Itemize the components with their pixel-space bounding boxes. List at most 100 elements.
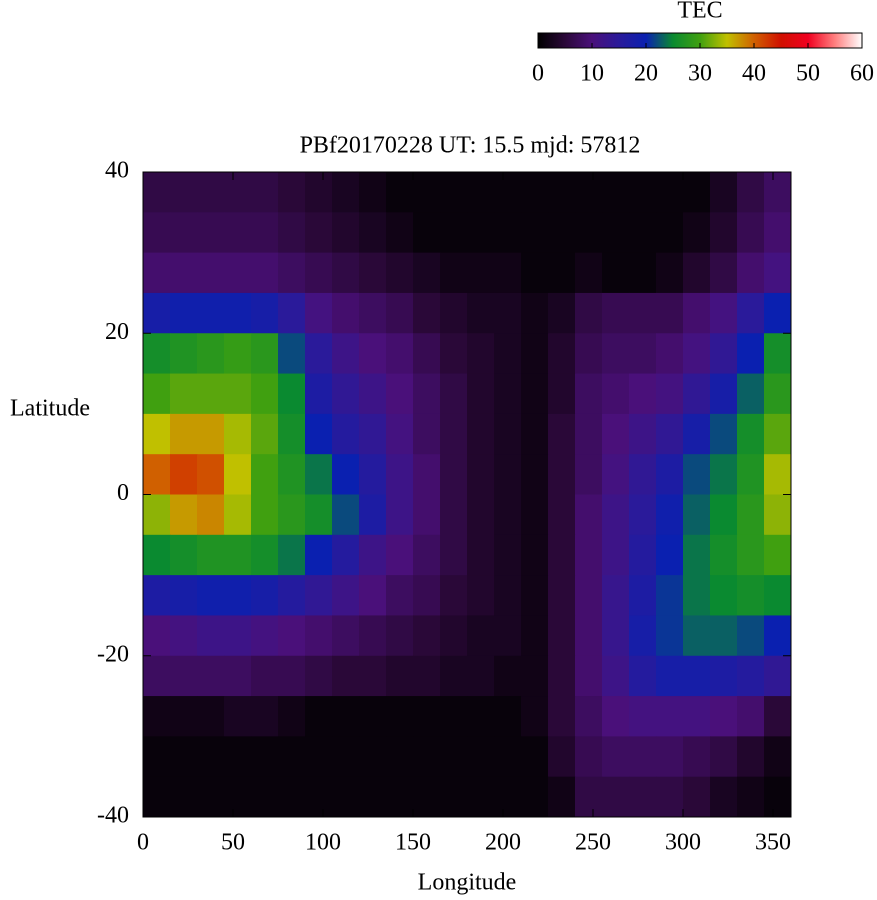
heat-cell <box>386 292 414 334</box>
heat-cell <box>575 655 603 697</box>
heat-cell <box>278 252 306 294</box>
heat-cell <box>413 333 441 375</box>
heat-cell <box>710 534 738 576</box>
heat-cell <box>224 413 252 455</box>
heat-cell <box>629 292 657 334</box>
heat-cell <box>413 413 441 455</box>
heat-cell <box>170 454 198 495</box>
heat-cell <box>575 696 603 737</box>
heat-cell <box>629 333 657 375</box>
heat-cell <box>278 292 306 334</box>
heat-cell <box>764 575 792 616</box>
heat-cell <box>170 252 198 294</box>
heat-cell <box>764 413 792 455</box>
heat-cell <box>197 252 225 294</box>
heat-cell <box>305 454 333 495</box>
heat-cell <box>548 373 576 415</box>
heat-cell <box>710 615 738 657</box>
y-tick-label: 0 <box>117 480 129 506</box>
heat-cell <box>251 615 279 657</box>
heat-cell <box>629 413 657 455</box>
heat-cell <box>494 333 522 375</box>
heat-cell <box>467 413 495 455</box>
heat-cell <box>764 534 792 576</box>
heat-cell <box>602 252 630 294</box>
y-tick-label: 20 <box>105 319 129 345</box>
heat-cell <box>386 413 414 455</box>
heat-cell <box>359 252 387 294</box>
heat-cell <box>197 615 225 657</box>
heat-cell <box>737 776 765 818</box>
heat-cell <box>737 252 765 294</box>
heat-cell <box>494 494 522 536</box>
heat-cell <box>575 534 603 576</box>
heat-cell <box>764 333 792 375</box>
heat-cell <box>305 292 333 334</box>
heat-cell <box>467 736 495 778</box>
heat-cell <box>629 736 657 778</box>
heat-cell <box>278 454 306 495</box>
heat-cell <box>224 655 252 697</box>
heat-cell <box>440 655 468 697</box>
heat-cell <box>602 373 630 415</box>
heat-cell <box>467 252 495 294</box>
heat-cell <box>278 373 306 415</box>
heat-cell <box>305 655 333 697</box>
heat-cell <box>251 776 279 818</box>
heat-cell <box>548 534 576 576</box>
heat-cell <box>575 776 603 818</box>
heat-cell <box>359 333 387 375</box>
heat-cell <box>764 776 792 818</box>
heat-cell <box>602 615 630 657</box>
heat-cell <box>359 534 387 576</box>
heat-cell <box>332 252 360 294</box>
heat-cell <box>521 413 549 455</box>
heat-cell <box>305 776 333 818</box>
heat-cell <box>413 776 441 818</box>
heat-cell <box>467 373 495 415</box>
heat-cell <box>467 776 495 818</box>
heat-cell <box>386 615 414 657</box>
heat-cell <box>386 696 414 737</box>
x-tick-label: 200 <box>485 830 521 856</box>
heat-cell <box>440 494 468 536</box>
heat-cell <box>197 575 225 616</box>
heat-cell <box>656 373 684 415</box>
heat-cell <box>440 534 468 576</box>
heat-cell <box>359 655 387 697</box>
heat-cell <box>224 292 252 334</box>
heat-cell <box>521 212 549 254</box>
heat-cell <box>602 454 630 495</box>
heat-cell <box>494 534 522 576</box>
heat-cell <box>656 413 684 455</box>
heat-cell <box>602 696 630 737</box>
heat-cell <box>656 736 684 778</box>
heat-cell <box>386 212 414 254</box>
heat-cell <box>197 333 225 375</box>
heat-cell <box>494 252 522 294</box>
heat-cell <box>548 615 576 657</box>
heat-cell <box>737 696 765 737</box>
heat-cell <box>197 172 225 213</box>
heat-cell <box>332 172 360 213</box>
heat-cell <box>305 534 333 576</box>
heat-cell <box>548 413 576 455</box>
heat-cell <box>440 252 468 294</box>
colorbar-label: TEC <box>677 0 722 24</box>
heat-cell <box>332 494 360 536</box>
heat-cell <box>386 494 414 536</box>
heat-cell <box>575 615 603 657</box>
heat-cell <box>467 172 495 213</box>
heat-cell <box>548 172 576 213</box>
x-axis-label: Longitude <box>418 870 517 896</box>
heat-cell <box>629 373 657 415</box>
heat-cell <box>440 696 468 737</box>
x-tick-label: 300 <box>665 830 701 856</box>
heat-cell <box>656 212 684 254</box>
heat-cell <box>575 413 603 455</box>
heat-cell <box>359 172 387 213</box>
heat-cell <box>251 333 279 375</box>
heat-cell <box>683 655 711 697</box>
heat-cell <box>521 575 549 616</box>
heat-cell <box>440 575 468 616</box>
